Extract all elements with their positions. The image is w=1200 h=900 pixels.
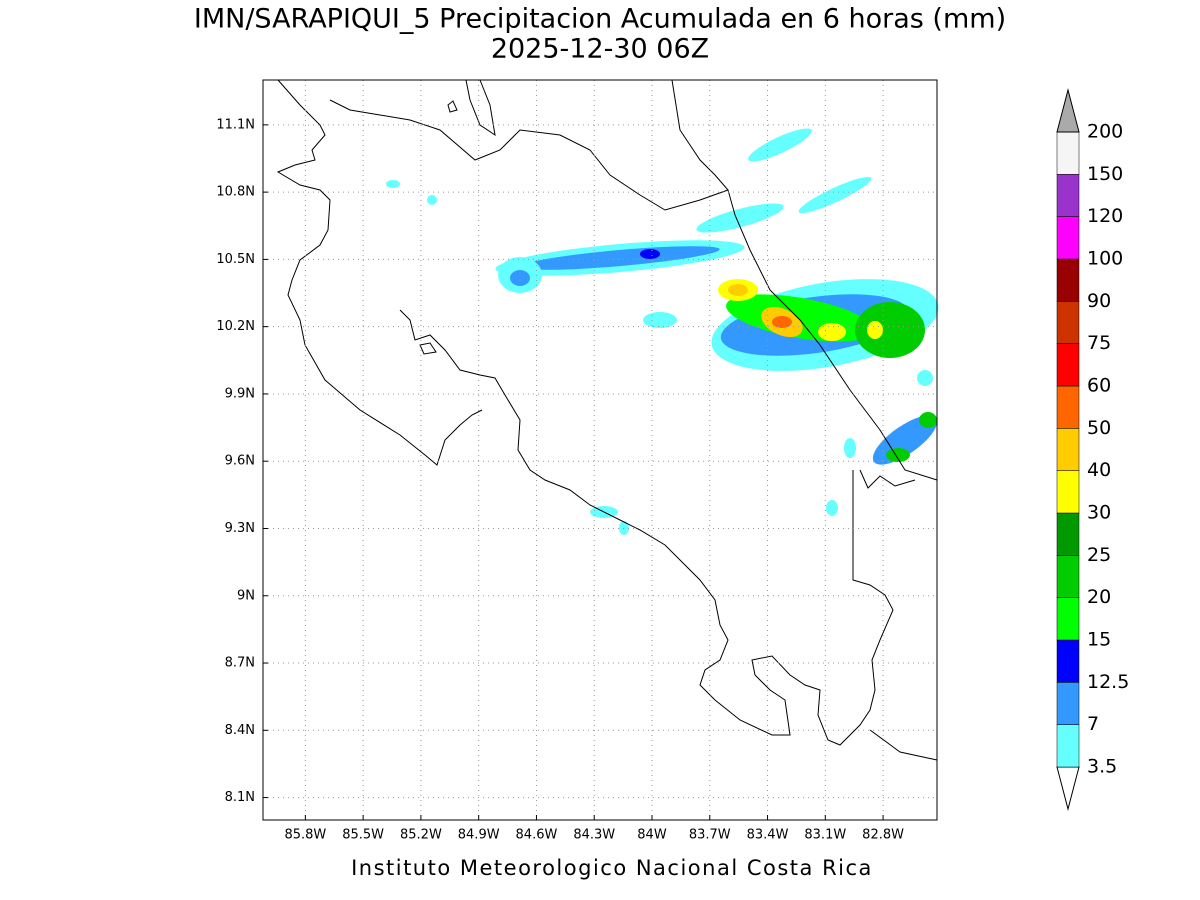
colorbar-under [1056,766,1080,811]
colorbar-label: 25 [1087,544,1111,566]
colorbar-segment [1056,555,1080,598]
x-tick-label: 84.6W [516,828,558,843]
colorbar-label: 200 [1087,121,1123,143]
x-tick-label: 84.3W [573,828,615,843]
colorbar-segment [1056,216,1080,260]
y-tick-label: 10.2N [216,319,255,334]
colorbar-label: 150 [1087,163,1123,185]
colorbar-label: 50 [1087,417,1111,439]
x-tick-label: 82.8W [862,828,904,843]
colorbar-label: 90 [1087,290,1111,312]
title: IMN/SARAPIQUI_5 Precipitacion Acumulada … [194,4,1006,35]
y-tick-label: 11.1N [216,117,255,132]
colorbar-label: 7 [1087,713,1099,735]
x-tick-label: 83.7W [689,828,731,843]
y-tick-label: 9N [237,588,255,603]
colorbar-label: 75 [1087,332,1111,354]
y-tick-label: 8.4N [225,723,255,738]
x-tick-label: 85.8W [284,828,326,843]
colorbar-segment [1056,470,1080,514]
colorbar-segment [1056,131,1080,175]
footer: Instituto Meteorologico Nacional Costa R… [351,856,873,880]
x-tick-label: 83.4W [747,828,789,843]
colorbar-label: 120 [1087,205,1123,227]
colorbar-segment [1056,428,1080,471]
colorbar-segment [1056,682,1080,725]
subtitle: 2025-12-30 06Z [491,34,709,65]
colorbar-segment [1056,385,1080,429]
x-tick-label: 85.5W [342,828,384,843]
colorbar-segment [1056,639,1080,683]
y-tick-label: 9.3N [225,521,255,536]
colorbar-segment [1056,512,1080,556]
colorbar-label: 100 [1087,248,1123,270]
colorbar-segment [1056,258,1080,302]
map-area [263,79,939,820]
x-tick-label: 84W [637,828,667,843]
map-frame [262,79,938,821]
coastlines [276,79,938,761]
colorbar-label: 3.5 [1087,756,1117,778]
y-tick-label: 9.9N [225,386,255,401]
colorbar-label: 12.5 [1087,671,1129,693]
colorbar-label: 40 [1087,459,1111,481]
y-tick-label: 10.8N [216,185,255,200]
colorbar-label: 20 [1087,586,1111,608]
colorbar-segment [1056,174,1080,217]
y-tick-label: 9.6N [225,454,255,469]
colorbar-label: 30 [1087,502,1111,524]
x-tick-label: 84.9W [458,828,500,843]
y-tick-label: 10.5N [216,252,255,267]
colorbar-segment [1056,597,1080,641]
y-tick-label: 8.1N [225,790,255,805]
colorbar-label: 15 [1087,629,1111,651]
x-tick-label: 85.2W [400,828,442,843]
colorbar-over [1056,88,1080,133]
x-tick-label: 83.1W [804,828,846,843]
colorbar-segment [1056,724,1080,768]
y-tick-label: 8.7N [225,656,255,671]
colorbar-segment [1056,343,1080,387]
colorbar-segment [1056,301,1080,344]
colorbar-label: 60 [1087,375,1111,397]
